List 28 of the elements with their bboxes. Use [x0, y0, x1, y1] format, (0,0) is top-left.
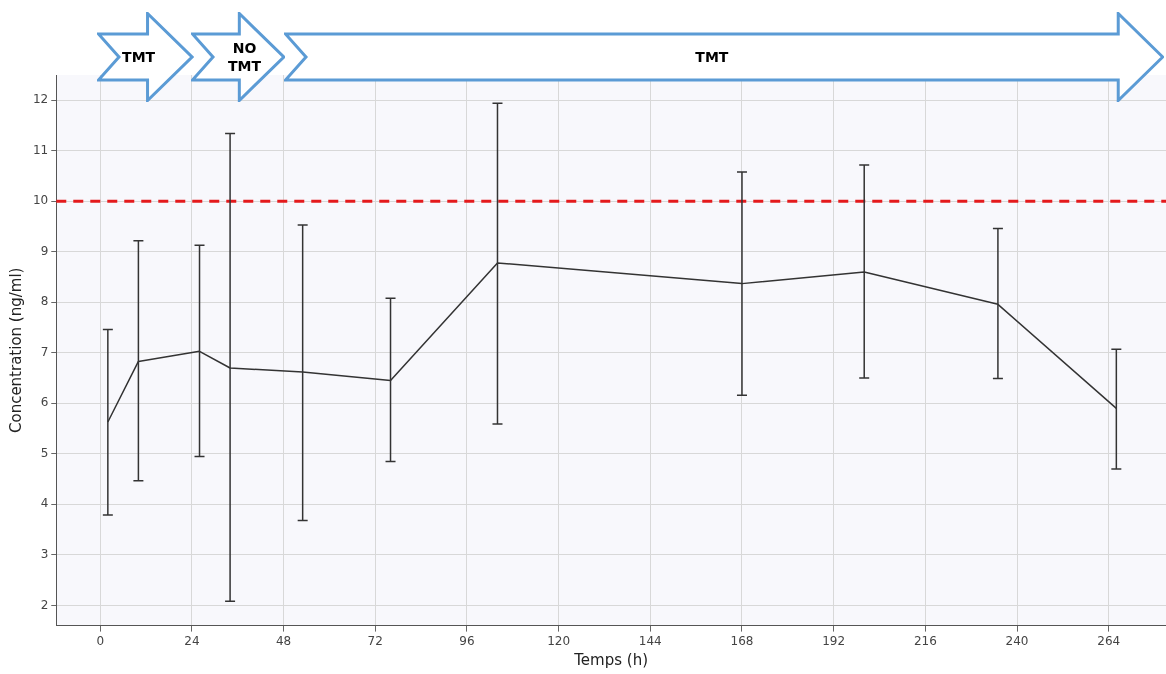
y-tick-label: 4 — [40, 496, 49, 511]
y-tick-label: 6 — [40, 395, 49, 410]
y-tick-label: 11 — [32, 142, 49, 157]
x-tick-label: 0 — [96, 633, 105, 648]
x-tick-label: 264 — [1097, 633, 1121, 648]
arrow-icon: NO TMT — [190, 12, 285, 102]
x-tick-label: 144 — [638, 633, 662, 648]
x-tick-label: 48 — [275, 633, 292, 648]
y-tick-label: 3 — [40, 547, 49, 562]
y-tick-label: 2 — [40, 597, 49, 612]
y-axis-title: Concentration (ng/ml) — [6, 267, 25, 434]
y-tick-label: 8 — [40, 294, 49, 309]
y-tick-label: 10 — [32, 193, 49, 208]
x-tick-label: 24 — [184, 633, 200, 648]
x-tick-label: 96 — [459, 633, 475, 648]
x-axis-title: Temps (h) — [573, 650, 649, 669]
x-tick-label: 120 — [547, 633, 571, 648]
y-tick-label: 7 — [40, 344, 49, 359]
y-tick-label: 9 — [40, 243, 49, 258]
x-tick-label: 216 — [913, 633, 937, 648]
x-tick-label: 168 — [730, 633, 754, 648]
arrow-icon: TMT — [283, 12, 1164, 102]
arrow-icon: TMT — [97, 12, 194, 102]
x-tick-label: 192 — [822, 633, 846, 648]
x-tick-label: 72 — [367, 633, 383, 648]
y-tick-label: 12 — [32, 92, 49, 107]
x-tick-label: 240 — [1005, 633, 1029, 648]
y-tick-label: 5 — [40, 445, 49, 460]
